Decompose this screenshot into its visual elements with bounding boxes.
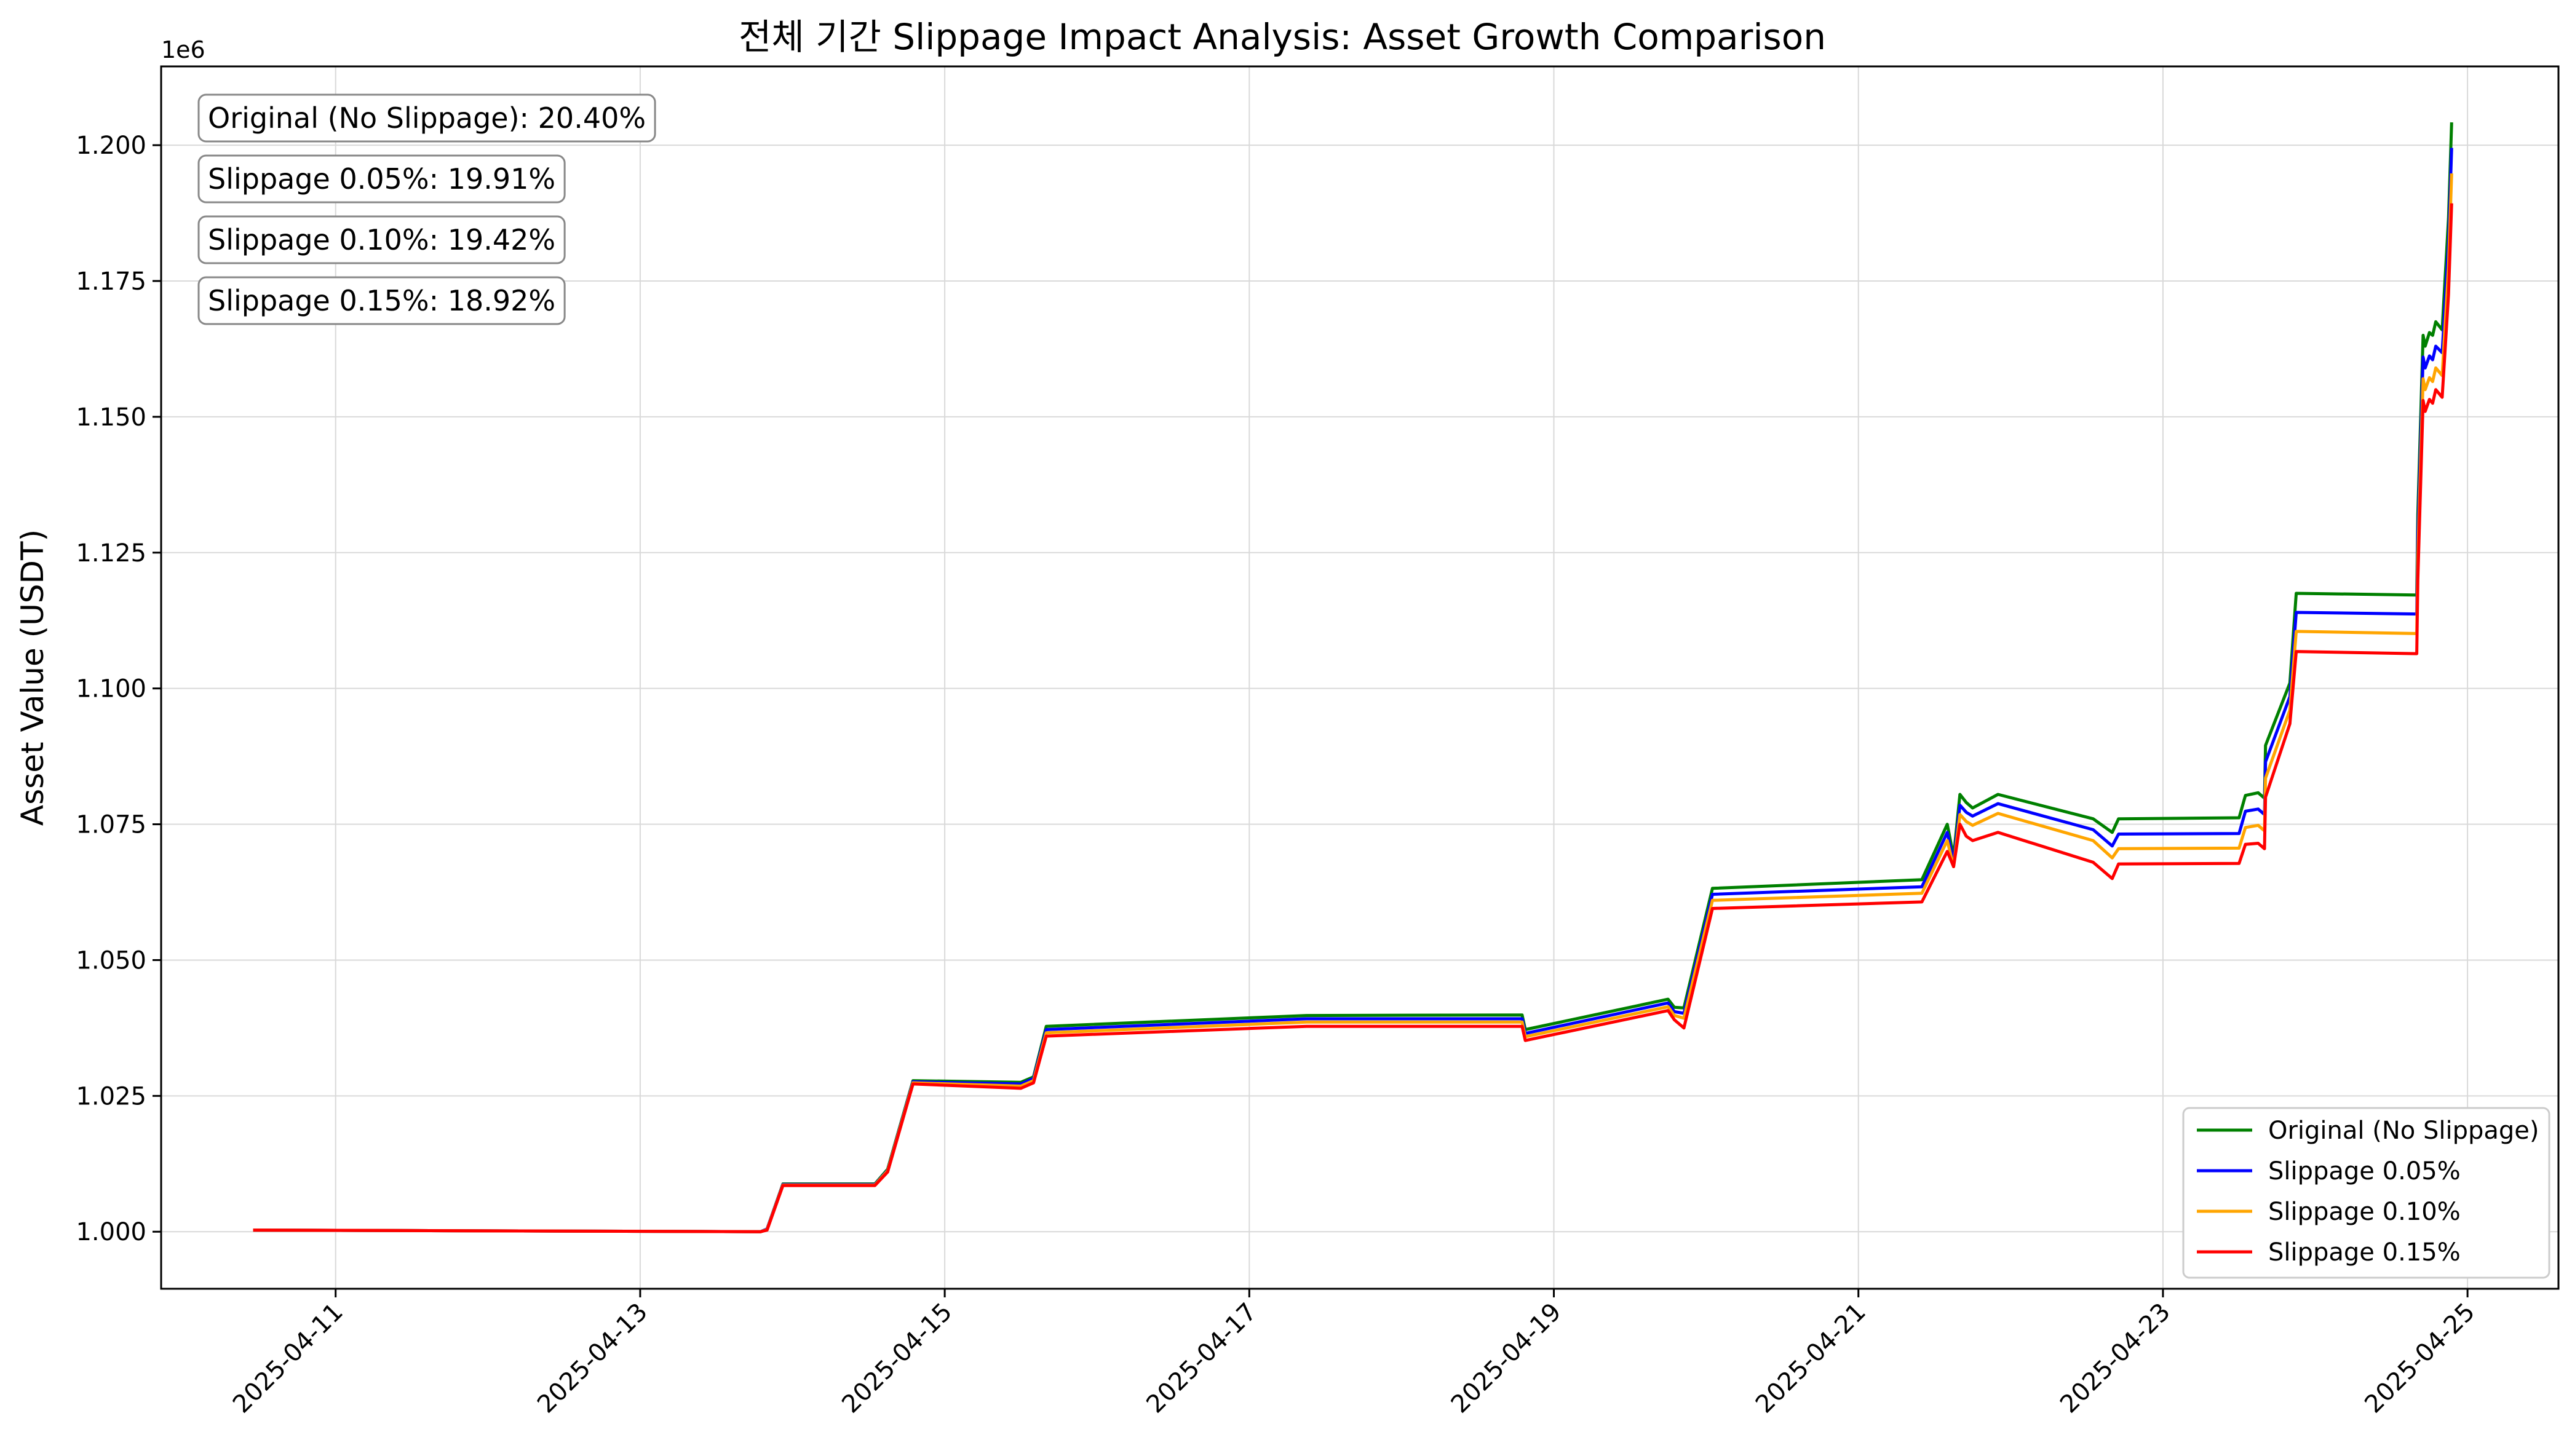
y-axis-label: Asset Value (USDT)	[15, 529, 50, 826]
series-line-2	[253, 173, 2453, 1233]
x-axis: 2025-04-11 2025-04-13 2025-04-15 2025-04-17…	[228, 1289, 2480, 1418]
annotation-box: Slippage 0.15%: 18.92%	[197, 276, 566, 325]
x-tick-label: 2025-04-15	[836, 1298, 958, 1419]
annotation-text: Slippage 0.05%: 19.91%	[208, 162, 555, 196]
x-tick-label: 2025-04-25	[2359, 1298, 2480, 1419]
y-tick-label: 1.075	[76, 811, 146, 839]
plot-area-frame	[160, 65, 2560, 1290]
legend-entry: Original (No Slippage)	[2268, 1117, 2539, 1145]
grid-lines	[161, 66, 2558, 1289]
x-tick-label: 2025-04-11	[228, 1298, 349, 1419]
annotation-box: Slippage 0.10%: 19.42%	[197, 215, 566, 264]
y-tick-label: 1.050	[76, 946, 146, 975]
series-lines	[253, 122, 2453, 1233]
y-axis: 1.000 1.025 1.050 1.075 1.100 1.125 1.150 1.175…	[76, 132, 161, 1246]
y-tick-label: 1.150	[76, 403, 146, 432]
x-tick-label: 2025-04-17	[1141, 1298, 1262, 1419]
y-tick-label: 1.125	[76, 539, 146, 568]
annotation-boxes: Original (No Slippage): 20.40% Slippage 0…	[197, 93, 656, 325]
series-line-3	[253, 203, 2453, 1233]
legend: Original (No Slippage) Slippage 0.05% Slip…	[2182, 1107, 2550, 1279]
series-line-1	[253, 148, 2453, 1233]
legend-entry: Slippage 0.10%	[2268, 1198, 2461, 1226]
series-line-0	[253, 122, 2453, 1233]
annotation-box: Original (No Slippage): 20.40%	[197, 93, 656, 143]
annotation-text: Slippage 0.10%: 19.42%	[208, 223, 555, 256]
legend-entry: Slippage 0.05%	[2268, 1157, 2461, 1185]
x-tick-label: 2025-04-23	[2055, 1298, 2176, 1419]
x-tick-label: 2025-04-21	[1750, 1298, 1871, 1419]
legend-entry: Slippage 0.15%	[2268, 1238, 2461, 1267]
y-tick-label: 1.000	[76, 1218, 146, 1246]
annotation-box: Slippage 0.05%: 19.91%	[197, 154, 566, 204]
chart-title: 전체 기간 Slippage Impact Analysis: Asset Gr…	[739, 16, 1826, 58]
y-tick-label: 1.100	[76, 675, 146, 703]
y-tick-label: 1.200	[76, 132, 146, 160]
y-offset-label: 1e6	[161, 36, 205, 63]
annotation-text: Slippage 0.15%: 18.92%	[208, 284, 555, 317]
x-tick-label: 2025-04-13	[532, 1298, 653, 1419]
x-tick-label: 2025-04-19	[1446, 1298, 1567, 1419]
annotation-text: Original (No Slippage): 20.40%	[208, 101, 646, 135]
y-tick-label: 1.175	[76, 267, 146, 296]
y-tick-label: 1.025	[76, 1082, 146, 1110]
